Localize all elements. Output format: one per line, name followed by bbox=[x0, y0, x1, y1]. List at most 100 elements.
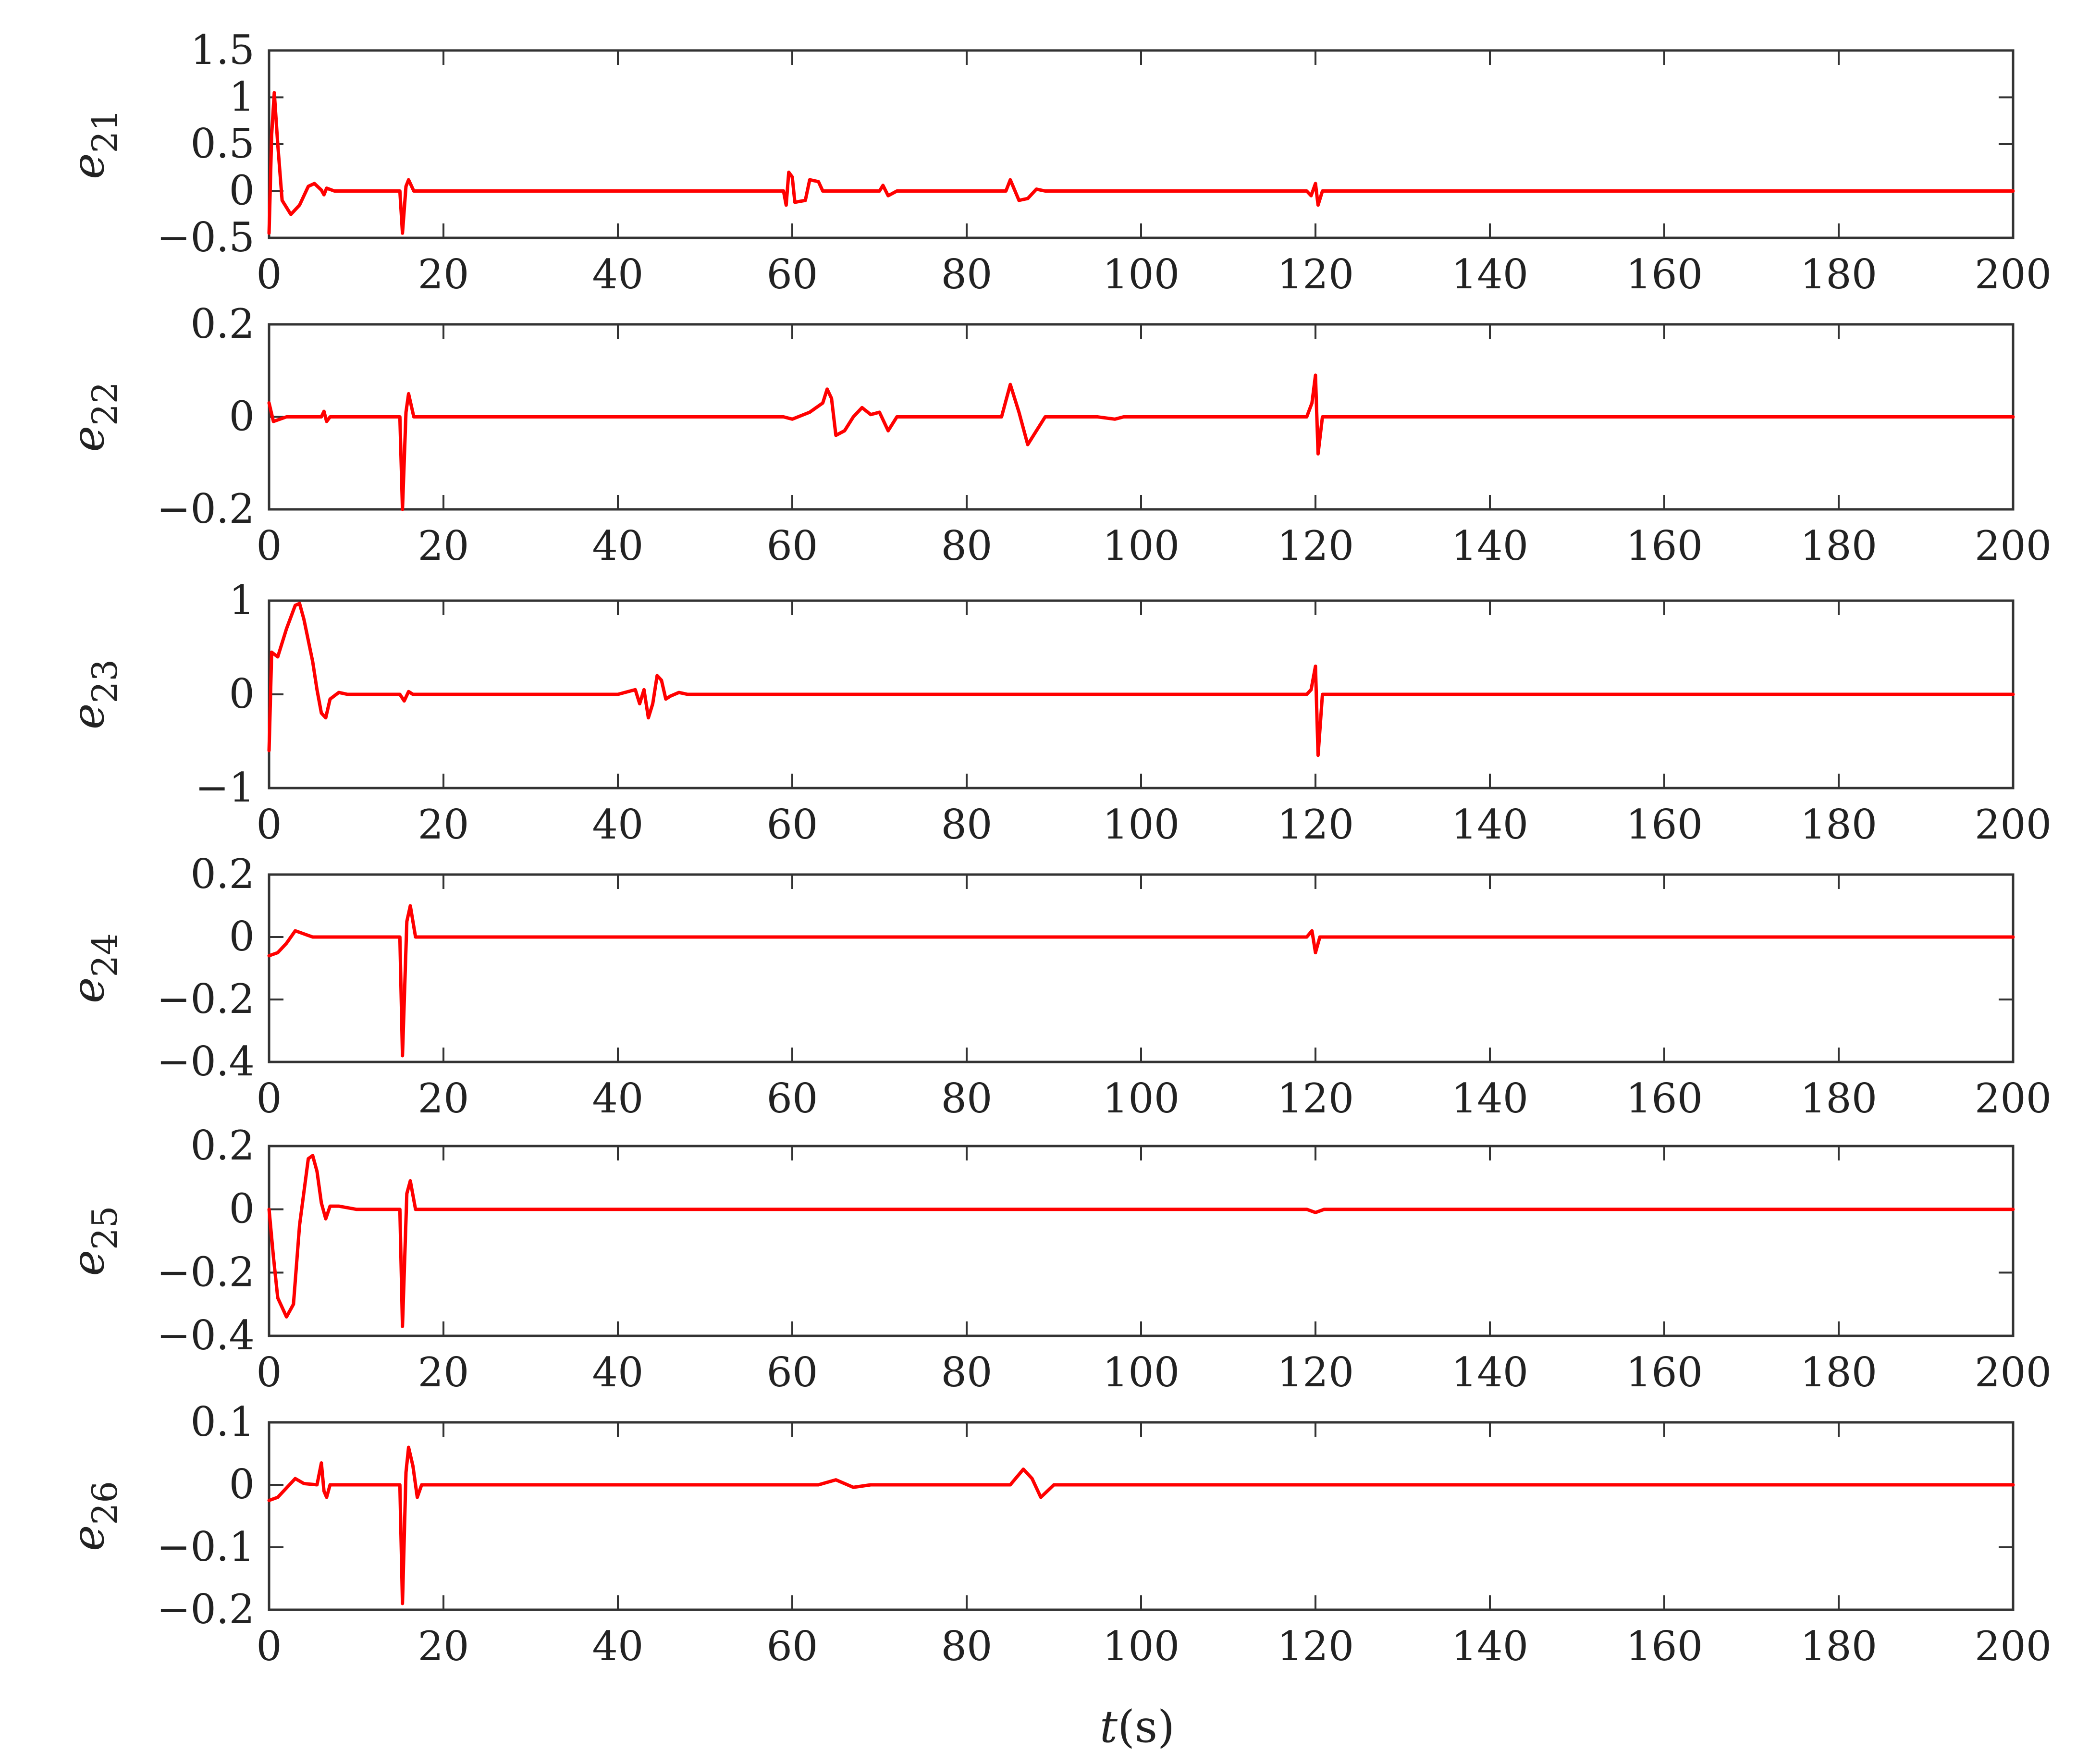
y-axis-label-subscript: 26 bbox=[85, 1481, 125, 1525]
x-tick-label: 60 bbox=[767, 1623, 818, 1670]
y-tick-label: 1 bbox=[229, 577, 255, 624]
x-tick-label: 160 bbox=[1626, 1349, 1703, 1396]
x-tick-label: 20 bbox=[418, 1623, 469, 1670]
y-tick-label: 0 bbox=[229, 913, 255, 960]
error-series-line bbox=[267, 1445, 2015, 1605]
plot-frame bbox=[268, 1421, 2015, 1611]
x-tick-label: 80 bbox=[941, 1623, 993, 1670]
x-tick-label: 180 bbox=[1800, 251, 1877, 298]
x-tick-label: 180 bbox=[1800, 1349, 1877, 1396]
x-tick-label: 60 bbox=[767, 801, 818, 848]
error-series-line bbox=[267, 91, 2015, 235]
x-tick-label: 0 bbox=[256, 1623, 282, 1670]
x-tick-label: 200 bbox=[1975, 522, 2052, 569]
x-tick-label: 0 bbox=[256, 1075, 282, 1122]
error-series-line bbox=[267, 904, 2015, 1058]
x-tick-label: 80 bbox=[941, 801, 993, 848]
y-tick-label: −0.5 bbox=[157, 214, 255, 261]
x-tick-label: 60 bbox=[767, 1349, 818, 1396]
y-tick-label: −0.2 bbox=[157, 485, 255, 532]
x-tick-label: 80 bbox=[941, 1075, 993, 1122]
y-axis-label: e26 bbox=[62, 1481, 125, 1551]
x-tick-label: 180 bbox=[1800, 522, 1877, 569]
subplots: 0 20 40 60 80 100 120 140 160 180 2001.510.50−0.5e… bbox=[62, 26, 2052, 1670]
x-tick-label: 100 bbox=[1103, 1349, 1180, 1396]
y-tick-label: 0.2 bbox=[190, 1122, 255, 1169]
y-axis-label-base: e bbox=[62, 1525, 114, 1551]
x-tick-label: 180 bbox=[1800, 1075, 1877, 1122]
error-series-line bbox=[267, 373, 2015, 511]
x-tick-label: 100 bbox=[1103, 1623, 1180, 1670]
x-tick-label: 120 bbox=[1277, 522, 1354, 569]
y-axis-label: e24 bbox=[62, 933, 125, 1003]
x-tick-label: 180 bbox=[1800, 801, 1877, 848]
y-tick-label: −0.4 bbox=[157, 1312, 255, 1359]
y-tick-label: 0.5 bbox=[190, 120, 255, 167]
y-tick-label: 0 bbox=[229, 393, 255, 440]
error-series-line bbox=[267, 602, 2015, 757]
x-tick-label: 40 bbox=[592, 1075, 644, 1122]
x-tick-label: 200 bbox=[1975, 251, 2052, 298]
x-tick-label: 120 bbox=[1277, 251, 1354, 298]
x-tick-label: 120 bbox=[1277, 1075, 1354, 1122]
y-tick-label: −0.2 bbox=[157, 1586, 255, 1633]
y-tick-label: 0 bbox=[229, 670, 255, 717]
x-tick-label: 0 bbox=[256, 801, 282, 848]
y-axis-label-subscript: 22 bbox=[85, 382, 125, 426]
y-axis-label: e22 bbox=[62, 382, 125, 452]
y-axis-label-base: e bbox=[62, 977, 114, 1003]
x-tick-label: 140 bbox=[1451, 1349, 1528, 1396]
x-tick-label: 80 bbox=[941, 251, 993, 298]
error-series-line bbox=[267, 1154, 2015, 1328]
y-tick-label: 0 bbox=[229, 1461, 255, 1508]
plot-frame bbox=[268, 1145, 2015, 1337]
x-tick-label: 140 bbox=[1451, 251, 1528, 298]
x-tick-label: 100 bbox=[1103, 1075, 1180, 1122]
y-tick-label: −0.4 bbox=[157, 1038, 255, 1085]
x-tick-label: 40 bbox=[592, 1623, 644, 1670]
x-axis-label: t(s) bbox=[1100, 1701, 1175, 1752]
plot-frame bbox=[268, 49, 2015, 239]
x-tick-label: 100 bbox=[1103, 251, 1180, 298]
x-tick-label: 160 bbox=[1626, 1075, 1703, 1122]
y-tick-label: 1 bbox=[229, 74, 255, 121]
x-tick-label: 140 bbox=[1451, 1623, 1528, 1670]
y-tick-label: 0.1 bbox=[190, 1398, 255, 1445]
y-axis-label: e21 bbox=[62, 109, 125, 179]
y-tick-label: −0.1 bbox=[157, 1523, 255, 1570]
x-tick-label: 140 bbox=[1451, 522, 1528, 569]
x-tick-label: 60 bbox=[767, 1075, 818, 1122]
x-tick-label: 200 bbox=[1975, 1075, 2052, 1122]
x-axis-label-variable: t bbox=[1100, 1701, 1118, 1752]
x-tick-label: 140 bbox=[1451, 801, 1528, 848]
x-tick-label: 20 bbox=[418, 251, 469, 298]
y-axis-label-subscript: 25 bbox=[85, 1206, 125, 1250]
x-tick-label: 160 bbox=[1626, 801, 1703, 848]
x-tick-label: 60 bbox=[767, 522, 818, 569]
y-tick-label: −0.2 bbox=[157, 975, 255, 1023]
y-axis-label: e23 bbox=[62, 659, 125, 729]
subplot-26: 0 20 40 60 80 100 120 140 160 180 200 0.1 0 −0.1 −0.2 e… bbox=[62, 1398, 2052, 1670]
x-tick-label: 40 bbox=[592, 251, 644, 298]
x-tick-label: 40 bbox=[592, 801, 644, 848]
x-tick-label: 0 bbox=[256, 1349, 282, 1396]
y-tick-label: 1.5 bbox=[190, 26, 255, 74]
x-tick-label: 160 bbox=[1626, 251, 1703, 298]
x-tick-label: 200 bbox=[1975, 1623, 2052, 1670]
y-tick-label: 0 bbox=[229, 1185, 255, 1233]
x-tick-label: 200 bbox=[1975, 1349, 2052, 1396]
y-tick-label: 0 bbox=[229, 167, 255, 214]
subplot-21: 0 20 40 60 80 100 120 140 160 180 2001.510.50−0.5e… bbox=[62, 26, 2052, 298]
x-tick-label: 40 bbox=[592, 1349, 644, 1396]
x-tick-label: 80 bbox=[941, 522, 993, 569]
x-tick-label: 40 bbox=[592, 522, 644, 569]
subplot-24: 0 20 40 60 80 100 120 140 160 180 200 0.2 0 −0.2 −0.4 e… bbox=[62, 851, 2052, 1122]
x-axis-label-unit: (s) bbox=[1118, 1701, 1175, 1752]
x-tick-label: 120 bbox=[1277, 1349, 1354, 1396]
y-tick-label: 0.2 bbox=[190, 300, 255, 347]
y-axis-label-subscript: 23 bbox=[85, 659, 125, 703]
x-tick-label: 0 bbox=[256, 522, 282, 569]
